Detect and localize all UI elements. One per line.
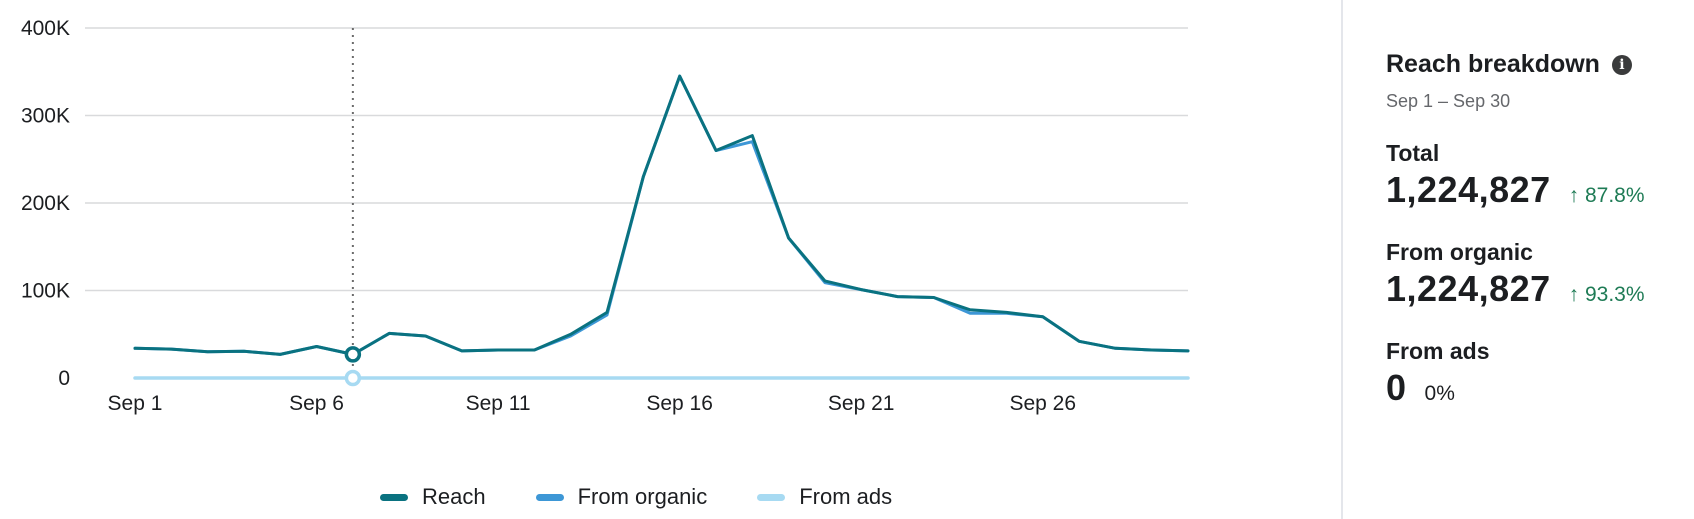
legend-swatch-ads — [757, 493, 786, 501]
legend-item-organic[interactable]: From organic — [535, 484, 708, 510]
date-range: Sep 1 – Sep 30 — [1386, 91, 1511, 111]
metric-change-total: ↑ 87.8% — [1568, 184, 1645, 207]
x-tick-label: Sep 1 — [108, 392, 163, 415]
metric-label-organic: From organic — [1386, 239, 1533, 265]
hover-point-ads — [344, 369, 362, 387]
x-tick-label: Sep 16 — [646, 392, 713, 415]
reach-breakdown-panel: Reach breakdown i Sep 1 – Sep 30 Total 1… — [1386, 50, 1686, 409]
legend-label-organic: From organic — [577, 484, 708, 509]
metric-organic: From organic 1,224,827 ↑ 93.3% — [1386, 239, 1686, 310]
metric-label-ads: From ads — [1386, 338, 1490, 364]
y-tick-label: 300K — [21, 105, 70, 128]
metric-ads: From ads 0 0% — [1386, 338, 1686, 409]
y-tick-label: 400K — [21, 17, 70, 40]
metric-value-ads: 0 — [1386, 367, 1407, 408]
chart-legend: Reach From organic From ads — [380, 484, 892, 510]
reach-chart: 0 100K 200K 300K 400K Sep 1 Sep 6 Sep 11 Sep 16 S… — [21, 17, 1190, 510]
info-icon[interactable]: i — [1611, 54, 1632, 75]
x-tick-label: Sep 11 — [466, 392, 531, 415]
metric-value-total: 1,224,827 — [1386, 169, 1551, 210]
metric-change-ads: 0% — [1424, 382, 1455, 405]
y-tick-label: 0 — [58, 367, 70, 390]
panel-title: Reach breakdown — [1386, 50, 1600, 78]
metric-row-organic: 1,224,827 ↑ 93.3% — [1386, 268, 1686, 310]
x-tick-label: Sep 21 — [828, 392, 895, 415]
panel-divider — [1341, 0, 1343, 519]
metric-total: Total 1,224,827 ↑ 87.8% — [1386, 140, 1686, 211]
reach-line-chart: 0 100K 200K 300K 400K Sep 1 Sep 6 Sep 11 Sep 16 S… — [21, 17, 1190, 415]
legend-item-ads[interactable]: From ads — [757, 484, 892, 510]
x-tick-label: Sep 6 — [289, 392, 344, 415]
y-tick-label: 200K — [21, 192, 70, 215]
legend-swatch-organic — [535, 493, 564, 501]
y-tick-label: 100K — [21, 280, 70, 303]
hover-point-reach — [344, 346, 362, 363]
legend-label-reach: Reach — [422, 484, 486, 509]
metric-change-organic: ↑ 93.3% — [1568, 283, 1645, 306]
legend-label-ads: From ads — [799, 484, 893, 509]
panel-header: Reach breakdown i — [1386, 50, 1686, 79]
metric-row-total: 1,224,827 ↑ 87.8% — [1386, 169, 1686, 211]
metric-label-total: Total — [1386, 140, 1440, 166]
series-line-from-organic — [133, 74, 1190, 356]
metric-value-organic: 1,224,827 — [1386, 268, 1551, 309]
legend-item-reach[interactable]: Reach — [380, 484, 486, 510]
x-tick-label: Sep 26 — [1009, 392, 1076, 415]
metric-row-ads: 0 0% — [1386, 367, 1686, 409]
series-line-reach — [133, 74, 1190, 356]
legend-swatch-reach — [380, 493, 408, 501]
